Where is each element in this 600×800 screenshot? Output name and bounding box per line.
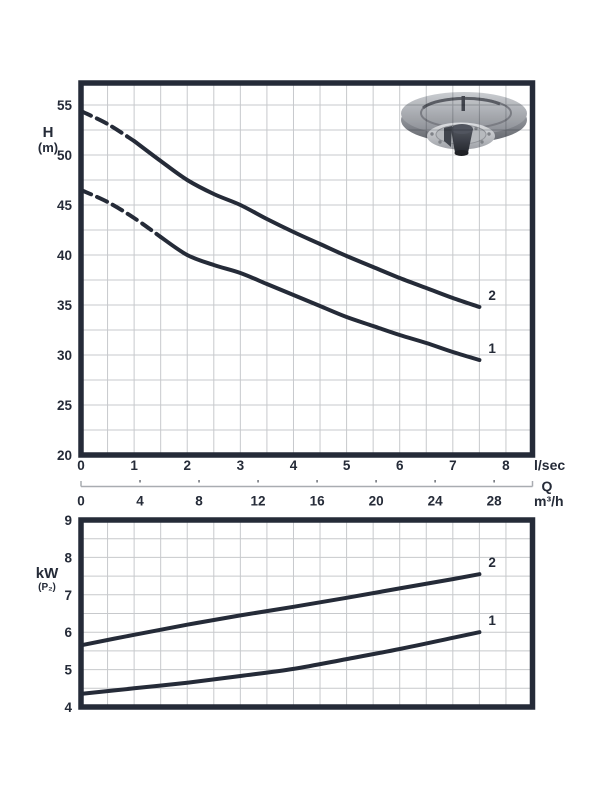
power-chart-curves: 12 <box>79 555 496 696</box>
power-y-tick-4: 4 <box>64 700 72 715</box>
curve-2 <box>79 572 482 648</box>
curve-label-2: 2 <box>488 288 496 303</box>
head-y-tick-50: 50 <box>57 148 72 163</box>
head-y-tick-45: 45 <box>57 198 73 213</box>
curve-1 <box>79 630 482 696</box>
curve-1-dashed-segment <box>79 188 163 239</box>
flow-lsec-tick-3: 3 <box>237 458 245 473</box>
flow-lsec-tick-1: 1 <box>130 458 138 473</box>
curve-2-dashed-segment <box>79 109 137 143</box>
flow-m3h-tick-12: 12 <box>251 494 266 509</box>
head-y-tick-40: 40 <box>57 248 72 263</box>
head-y-tick-25: 25 <box>57 398 73 413</box>
head-chart-frame <box>78 80 536 458</box>
power-chart-grid <box>81 520 533 707</box>
flow-m3h-unit-label: m³/h <box>534 493 564 509</box>
curve-2 <box>132 139 482 309</box>
power-chart-frame <box>78 517 536 710</box>
flow-m3h-tick-20: 20 <box>369 494 384 509</box>
head-y-tick-35: 35 <box>57 298 73 313</box>
flow-m3h-tick-4: 4 <box>136 494 144 509</box>
flow-m3h-tick-16: 16 <box>310 494 326 509</box>
curve-label-1: 1 <box>488 341 496 356</box>
flow-m3h-tick-8: 8 <box>195 494 203 509</box>
flow-q-symbol: Q <box>542 478 553 494</box>
flow-m3h-tick-24: 24 <box>428 494 444 509</box>
head-axis-unit: (m) <box>38 140 58 155</box>
power-axis-label: kW <box>36 565 59 582</box>
power-y-tick-7: 7 <box>64 588 72 603</box>
power-y-tick-9: 9 <box>64 513 72 528</box>
head-y-tick-30: 30 <box>57 348 72 363</box>
flow-lsec-unit-label: l/sec <box>534 457 565 473</box>
flow-m3h-tick-0: 0 <box>77 494 85 509</box>
flow-lsec-tick-6: 6 <box>396 458 404 473</box>
flow-lsec-tick-7: 7 <box>449 458 457 473</box>
flow-lsec-tick-4: 4 <box>290 458 298 473</box>
power-y-tick-6: 6 <box>64 625 72 640</box>
power-y-tick-8: 8 <box>64 550 72 565</box>
power-y-tick-5: 5 <box>64 663 72 678</box>
head-y-tick-20: 20 <box>57 448 72 463</box>
pump-impeller-photo <box>401 92 527 156</box>
power-axis-unit: (P₂) <box>38 582 56 593</box>
head-chart-curves: 12 <box>79 109 496 362</box>
flow-lsec-tick-0: 0 <box>77 458 85 473</box>
flow-lsec-tick-5: 5 <box>343 458 351 473</box>
curve-1 <box>158 235 482 362</box>
head-axis-label: H <box>43 124 54 141</box>
flow-lsec-tick-2: 2 <box>183 458 191 473</box>
flow-m3h-tick-28: 28 <box>487 494 503 509</box>
head-y-tick-55: 55 <box>57 98 73 113</box>
flow-lsec-tick-8: 8 <box>502 458 510 473</box>
chart-frames <box>78 80 536 710</box>
flow-secondary-axis <box>80 480 534 488</box>
curve-label-2: 2 <box>488 555 496 570</box>
curve-label-1: 1 <box>488 613 496 628</box>
